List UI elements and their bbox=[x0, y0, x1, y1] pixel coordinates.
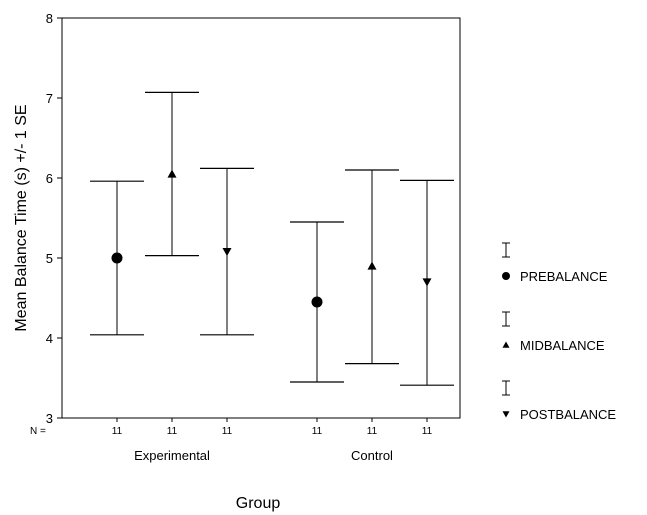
y-axis: 3 4 5 6 7 8 bbox=[46, 11, 62, 426]
n-row: N = 11 11 11 11 11 11 bbox=[30, 426, 433, 437]
legend-label: PREBALANCE bbox=[520, 269, 608, 284]
legend-marker-midbalance bbox=[502, 341, 510, 348]
legend-marker-prebalance bbox=[502, 272, 510, 280]
legend-label: POSTBALANCE bbox=[520, 407, 616, 422]
group-label-experimental: Experimental bbox=[134, 448, 210, 463]
error-bars bbox=[90, 91, 454, 422]
y-tick-label: 4 bbox=[46, 331, 53, 346]
plot-frame bbox=[61, 17, 461, 419]
data-point-prebalance bbox=[311, 296, 323, 308]
data-point-prebalance bbox=[111, 252, 123, 264]
n-value: 11 bbox=[222, 426, 233, 437]
data-point-postbalance bbox=[422, 278, 432, 287]
n-value: 11 bbox=[112, 426, 123, 437]
n-value: 11 bbox=[167, 426, 178, 437]
group-label-control: Control bbox=[351, 448, 393, 463]
y-tick-label: 6 bbox=[46, 171, 53, 186]
n-value: 11 bbox=[422, 426, 433, 437]
y-tick-label: 7 bbox=[46, 91, 53, 106]
data-point-postbalance bbox=[222, 248, 232, 257]
x-axis-label: Group bbox=[236, 495, 281, 512]
y-tick-label: 3 bbox=[46, 411, 53, 426]
data-point-midbalance bbox=[167, 169, 177, 178]
n-value: 11 bbox=[312, 426, 323, 437]
n-label: N = bbox=[30, 426, 46, 437]
legend-marker-postbalance bbox=[502, 411, 510, 418]
y-axis-label: Mean Balance Time (s) +/- 1 SE bbox=[13, 104, 30, 331]
legend: PREBALANCE MIDBALANCE POSTBALANCE bbox=[502, 242, 616, 422]
legend-label: MIDBALANCE bbox=[520, 338, 605, 353]
n-value: 11 bbox=[367, 426, 378, 437]
y-tick-label: 8 bbox=[46, 11, 53, 26]
y-tick-label: 5 bbox=[46, 251, 53, 266]
data-point-midbalance bbox=[367, 261, 377, 270]
